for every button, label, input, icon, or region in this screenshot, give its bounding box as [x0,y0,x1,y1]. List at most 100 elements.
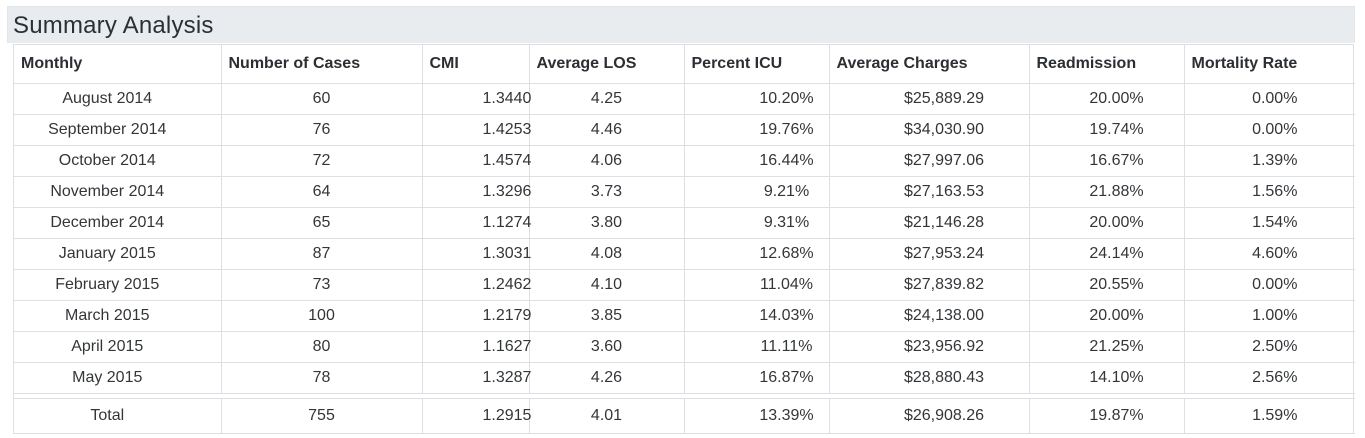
month-cell: September 2014 [14,114,222,146]
cases-cell: 65 [221,207,423,239]
average-charges-cell: $27,953.24 [829,238,1030,270]
table-row[interactable]: April 2015 80 1.1627 3.60 11.11% $23,956.92 21… [14,331,1355,363]
panel-title: Summary Analysis [13,12,214,39]
readmission-cell: 16.67% [1029,145,1185,177]
table-row[interactable]: October 2014 72 1.4574 4.06 16.44% $27,997.06… [14,145,1355,177]
percent-icu-cell: 16.87% [684,362,830,394]
table-row[interactable]: August 2014 60 1.3440 4.25 10.20% $25,889.29 2… [14,83,1355,115]
month-cell: May 2015 [14,362,222,394]
percent-icu-cell: 10.20% [684,83,830,115]
readmission-cell: 14.10% [1029,362,1185,394]
readmission-cell: 20.00% [1029,207,1185,239]
table-row[interactable]: September 2014 76 1.4253 4.46 19.76% $34,030.… [14,114,1355,146]
percent-icu-cell: 12.68% [684,238,830,270]
cases-cell: 73 [221,269,423,301]
readmission-cell: 21.25% [1029,331,1185,363]
average-charges-cell: $27,163.53 [829,176,1030,208]
cases-cell: 100 [221,300,423,332]
month-cell: January 2015 [14,238,222,270]
cmi-cell: 1.3440 [422,83,531,115]
total-average-los-cell: 4.01 [529,398,685,434]
month-cell: December 2014 [14,207,222,239]
table-row[interactable]: January 2015 87 1.3031 4.08 12.68% $27,953.24… [14,238,1355,270]
column-header-average-charges[interactable]: Average Charges [829,45,1030,84]
cmi-cell: 1.4574 [422,145,531,177]
average-los-cell: 4.26 [529,362,685,394]
cases-cell: 64 [221,176,423,208]
table-row[interactable]: March 2015 100 1.2179 3.85 14.03% $24,138.00 2… [14,300,1355,332]
month-cell: March 2015 [14,300,222,332]
mortality-rate-cell: 1.54% [1184,207,1355,239]
total-row: Total 755 1.2915 4.01 13.39% $26,908.26 19.87%… [14,398,1355,434]
average-los-cell: 4.25 [529,83,685,115]
month-cell: February 2015 [14,269,222,301]
cmi-cell: 1.1274 [422,207,531,239]
average-los-cell: 4.46 [529,114,685,146]
column-header-number-of-cases[interactable]: Number of Cases [221,45,423,84]
cases-cell: 80 [221,331,423,363]
total-readmission-cell: 19.87% [1029,398,1185,434]
total-label: Total [14,398,222,434]
readmission-cell: 20.55% [1029,269,1185,301]
total-cases-cell: 755 [221,398,423,434]
total-cmi-cell: 1.2915 [422,398,531,434]
average-charges-cell: $25,889.29 [829,83,1030,115]
cmi-cell: 1.1627 [422,331,531,363]
cmi-cell: 1.4253 [422,114,531,146]
mortality-rate-cell: 1.39% [1184,145,1355,177]
cmi-cell: 1.3287 [422,362,531,394]
cases-cell: 60 [221,83,423,115]
table-row[interactable]: December 2014 65 1.1274 3.80 9.31% $21,146.28… [14,207,1355,239]
mortality-rate-cell: 2.50% [1184,331,1355,363]
column-header-monthly[interactable]: Monthly [14,45,222,84]
cmi-cell: 1.2179 [422,300,531,332]
table-row[interactable]: November 2014 64 1.3296 3.73 9.21% $27,163.53… [14,176,1355,208]
month-cell: August 2014 [14,83,222,115]
cmi-cell: 1.3031 [422,238,531,270]
table-body: August 2014 60 1.3440 4.25 10.20% $25,889.29 2… [14,83,1355,434]
column-header-readmission[interactable]: Readmission [1029,45,1185,84]
column-header-cmi[interactable]: CMI [422,45,530,84]
mortality-rate-cell: 1.00% [1184,300,1355,332]
summary-table-container: Monthly Number of Cases CMI Average LOS … [13,44,1355,434]
percent-icu-cell: 11.11% [684,331,830,363]
readmission-cell: 24.14% [1029,238,1185,270]
table-row[interactable]: February 2015 73 1.2462 4.10 11.04% $27,839.8… [14,269,1355,301]
table-row[interactable]: May 2015 78 1.3287 4.26 16.87% $28,880.43 14.1… [14,362,1355,394]
table-header-row: Monthly Number of Cases CMI Average LOS … [14,45,1355,84]
readmission-cell: 20.00% [1029,83,1185,115]
average-los-cell: 3.73 [529,176,685,208]
percent-icu-cell: 14.03% [684,300,830,332]
readmission-cell: 20.00% [1029,300,1185,332]
total-percent-icu-cell: 13.39% [684,398,830,434]
readmission-cell: 21.88% [1029,176,1185,208]
month-cell: November 2014 [14,176,222,208]
percent-icu-cell: 9.21% [684,176,830,208]
average-charges-cell: $28,880.43 [829,362,1030,394]
column-header-percent-icu[interactable]: Percent ICU [684,45,830,84]
cmi-cell: 1.3296 [422,176,531,208]
summary-table: Monthly Number of Cases CMI Average LOS … [14,45,1355,434]
percent-icu-cell: 16.44% [684,145,830,177]
column-header-average-los[interactable]: Average LOS [529,45,685,84]
cases-cell: 87 [221,238,423,270]
total-average-charges-cell: $26,908.26 [829,398,1030,434]
month-cell: April 2015 [14,331,222,363]
average-charges-cell: $27,839.82 [829,269,1030,301]
average-los-cell: 4.06 [529,145,685,177]
average-charges-cell: $21,146.28 [829,207,1030,239]
total-separator [14,393,1355,399]
cases-cell: 76 [221,114,423,146]
average-los-cell: 3.85 [529,300,685,332]
mortality-rate-cell: 1.56% [1184,176,1355,208]
mortality-rate-cell: 0.00% [1184,269,1355,301]
average-charges-cell: $23,956.92 [829,331,1030,363]
total-mortality-rate-cell: 1.59% [1184,398,1355,434]
average-los-cell: 3.80 [529,207,685,239]
cases-cell: 78 [221,362,423,394]
average-charges-cell: $24,138.00 [829,300,1030,332]
column-header-mortality-rate[interactable]: Mortality Rate [1184,45,1355,84]
percent-icu-cell: 19.76% [684,114,830,146]
cmi-cell: 1.2462 [422,269,531,301]
mortality-rate-cell: 0.00% [1184,83,1355,115]
